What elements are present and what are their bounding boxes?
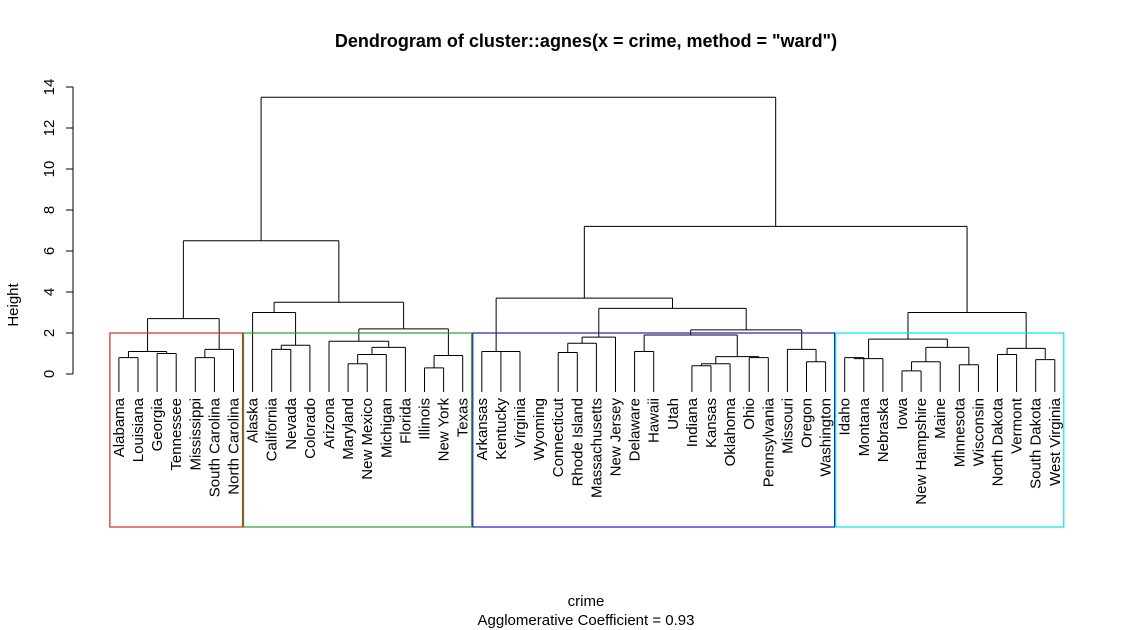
agglomerative-coefficient: Agglomerative Coefficient = 0.93 [478, 612, 695, 629]
leaf-label: New Jersey [608, 398, 625, 477]
y-tick-label: 4 [41, 288, 58, 296]
leaf-label: Vermont [1009, 397, 1026, 454]
leaf-label: Virginia [512, 397, 529, 447]
leaf-label: Rhode Island [569, 398, 586, 486]
cluster-box [835, 332, 1065, 528]
leaf-label: California [264, 397, 281, 461]
cluster-box [109, 332, 244, 528]
y-axis-label: Height [5, 282, 22, 326]
leaf-label: Connecticut [550, 397, 567, 477]
leaf-label: Kentucky [493, 398, 510, 460]
y-tick-label: 10 [41, 161, 58, 178]
leaf-label: Utah [665, 398, 682, 430]
leaf-label: Maine [932, 398, 949, 439]
y-tick-label: 0 [41, 370, 58, 378]
leaf-label: Alaska [245, 397, 262, 443]
leaf-label: Iowa [894, 397, 911, 429]
leaf-label: Wisconsin [970, 398, 987, 466]
leaf-label: Tennessee [168, 398, 185, 471]
leaf-label: Michigan [378, 398, 395, 458]
leaf-label: New Mexico [359, 398, 376, 480]
cluster-boxes [109, 332, 1065, 528]
leaf-label: Delaware [627, 398, 644, 461]
leaf-label: Maryland [340, 398, 357, 460]
leaf-label: Texas [455, 398, 472, 437]
leaf-label: Georgia [149, 397, 166, 451]
y-tick-label: 2 [41, 329, 58, 337]
leaf-label: Hawaii [646, 398, 663, 443]
y-tick-label: 8 [41, 206, 58, 214]
leaf-label: South Carolina [206, 397, 223, 497]
leaf-label: Ohio [741, 398, 758, 430]
x-axis-label: crime [568, 593, 605, 610]
leaf-label: South Dakota [1028, 397, 1045, 489]
leaf-label: Minnesota [951, 397, 968, 467]
cluster-box [472, 332, 836, 528]
leaf-label: Kansas [703, 398, 720, 448]
leaf-label: Idaho [837, 398, 854, 436]
leaf-label: Florida [397, 397, 414, 444]
dendrogram-branches [118, 96, 1056, 392]
leaf-label: Nevada [283, 397, 300, 449]
leaf-labels: Alabama Louisiana Georgia Tennessee Mississi… [111, 397, 1064, 505]
y-axis: 0 2 4 6 8 10 12 14 [41, 79, 74, 378]
leaf-label: Oklahoma [722, 397, 739, 466]
leaf-label: Wyoming [531, 398, 548, 460]
leaf-label: Oregon [799, 398, 816, 448]
leaf-label: Montana [856, 397, 873, 456]
leaf-label: Pennsylvania [760, 397, 777, 487]
leaf-label: Missouri [779, 398, 796, 454]
leaf-label: Washington [818, 398, 835, 477]
leaf-label: Indiana [684, 397, 701, 447]
leaf-label: Nebraska [875, 397, 892, 462]
leaf-label: New York [436, 398, 453, 462]
leaf-label: Arkansas [474, 398, 491, 461]
leaf-label: Alabama [111, 397, 128, 457]
leaf-label: Mississippi [187, 398, 204, 471]
y-tick-label: 12 [41, 120, 58, 137]
leaf-label: New Hampshire [913, 398, 930, 505]
y-tick-label: 6 [41, 247, 58, 255]
y-tick-label: 14 [41, 79, 58, 96]
leaf-label: West Virginia [1047, 397, 1064, 485]
leaf-label: Louisiana [130, 397, 147, 462]
leaf-label: North Carolina [226, 397, 243, 494]
chart-title: Dendrogram of cluster::agnes(x = crime, … [335, 31, 837, 51]
cluster-box [243, 332, 473, 528]
leaf-label: North Dakota [990, 397, 1007, 486]
leaf-label: Massachusetts [588, 398, 605, 498]
leaf-label: Illinois [417, 398, 434, 440]
leaf-label: Colorado [302, 398, 319, 459]
leaf-label: Arizona [321, 397, 338, 449]
